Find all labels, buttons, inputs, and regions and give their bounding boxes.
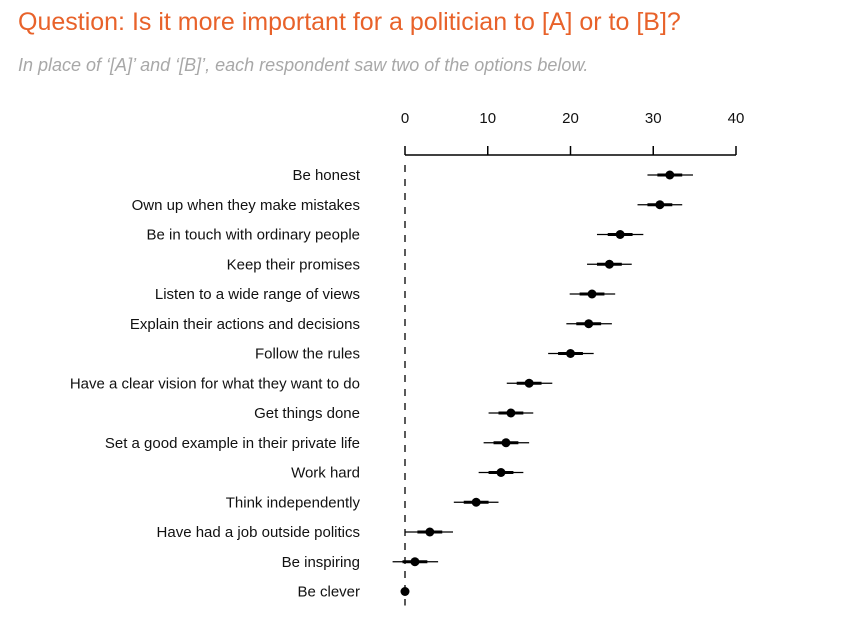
x-tick-label: 30 bbox=[645, 110, 662, 127]
data-rows: Be honest Own up when they make mistakes B… bbox=[70, 167, 693, 601]
estimate-point bbox=[524, 378, 534, 388]
data-row: Explain their actions and decisions bbox=[130, 316, 612, 333]
data-row: Set a good example in their private life bbox=[105, 435, 530, 452]
estimate-point bbox=[566, 349, 575, 358]
category-label: Have had a job outside politics bbox=[157, 524, 360, 541]
category-label: Get things done bbox=[254, 405, 360, 422]
x-axis: 0 10 20 30 40 bbox=[401, 110, 745, 156]
data-row: Think independently bbox=[226, 494, 499, 511]
category-label: Set a good example in their private life bbox=[105, 435, 360, 452]
estimate-point bbox=[501, 438, 511, 448]
data-row: Have had a job outside politics bbox=[157, 524, 453, 541]
data-row: Be in touch with ordinary people bbox=[147, 227, 644, 244]
category-label: Be clever bbox=[297, 584, 360, 601]
category-label: Explain their actions and decisions bbox=[130, 316, 360, 333]
category-label: Follow the rules bbox=[255, 346, 360, 363]
category-label: Keep their promises bbox=[227, 256, 360, 273]
category-label: Be in touch with ordinary people bbox=[147, 227, 360, 244]
data-row: Be inspiring bbox=[282, 554, 439, 571]
category-label: Work hard bbox=[291, 465, 360, 482]
chart-title: Question: Is it more important for a pol… bbox=[18, 8, 681, 36]
data-row: Own up when they make mistakes bbox=[132, 197, 683, 214]
estimate-point bbox=[496, 468, 506, 477]
x-tick-label: 10 bbox=[479, 110, 496, 127]
category-label: Listen to a wide range of views bbox=[155, 286, 360, 303]
category-label: Be inspiring bbox=[282, 554, 360, 571]
estimate-point bbox=[584, 319, 594, 329]
estimate-point bbox=[587, 289, 597, 299]
estimate-point bbox=[615, 230, 625, 239]
data-row: Get things done bbox=[254, 405, 534, 422]
estimate-point bbox=[410, 557, 420, 567]
estimate-point bbox=[506, 408, 516, 418]
estimate-point bbox=[604, 259, 614, 269]
chart-subtitle: In place of ‘[A]’ and ‘[B]’, each respon… bbox=[18, 55, 589, 75]
x-tick-label: 40 bbox=[728, 110, 745, 127]
data-row: Be clever bbox=[297, 584, 410, 601]
estimate-point bbox=[400, 587, 410, 596]
category-label: Be honest bbox=[292, 167, 360, 184]
data-row: Follow the rules bbox=[255, 346, 594, 363]
x-tick-label: 20 bbox=[562, 110, 579, 127]
category-label: Have a clear vision for what they want t… bbox=[70, 375, 360, 392]
estimate-point bbox=[425, 527, 435, 537]
data-row: Work hard bbox=[291, 465, 524, 482]
x-tick-label: 0 bbox=[401, 110, 409, 127]
estimate-point bbox=[471, 497, 481, 507]
estimate-point bbox=[665, 170, 675, 180]
category-label: Think independently bbox=[226, 494, 361, 511]
data-row: Have a clear vision for what they want t… bbox=[70, 375, 553, 392]
category-label: Own up when they make mistakes bbox=[132, 197, 360, 214]
estimate-point bbox=[655, 200, 665, 210]
data-row: Listen to a wide range of views bbox=[155, 286, 616, 303]
data-row: Keep their promises bbox=[227, 256, 632, 273]
data-row: Be honest bbox=[292, 167, 693, 184]
